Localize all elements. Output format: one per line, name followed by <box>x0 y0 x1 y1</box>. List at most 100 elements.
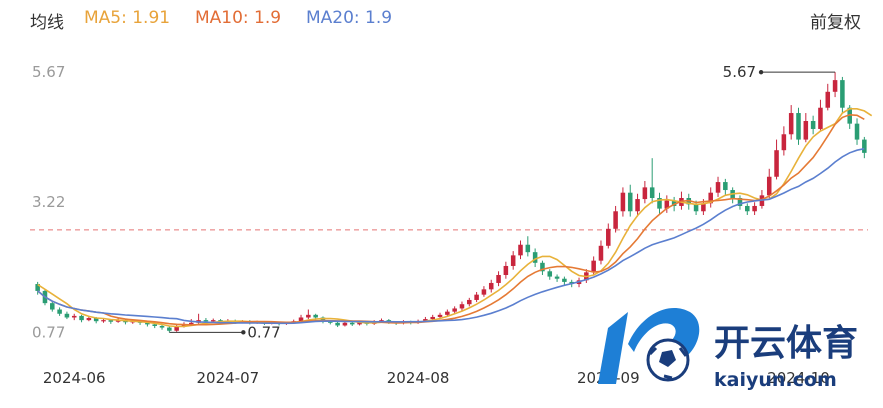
candle-body <box>510 255 516 266</box>
annotation-dot <box>241 330 246 335</box>
candle-body <box>715 182 721 193</box>
candle-body <box>525 244 531 253</box>
candle-body <box>840 80 845 108</box>
ma20-legend: MA20: 1.9 <box>306 8 393 28</box>
candle-body <box>145 322 150 325</box>
candle-body <box>642 187 648 200</box>
candle-body <box>598 245 604 261</box>
ma-title: 均线 <box>30 13 64 33</box>
watermark: 开云体育 kaiyun.com <box>598 307 858 391</box>
ma10-legend: MA10: 1.9 <box>195 8 282 28</box>
candle-body <box>108 320 114 322</box>
candle-body <box>496 275 501 283</box>
candle-body <box>532 252 538 263</box>
candle-body <box>708 192 713 204</box>
candle-body <box>35 284 40 291</box>
candle-body <box>71 315 77 318</box>
candle-body <box>503 265 509 275</box>
candle-body <box>57 309 62 314</box>
ma10-line <box>37 113 865 326</box>
candle-body <box>298 317 304 322</box>
candle-body <box>174 326 179 331</box>
candle-body <box>189 322 194 325</box>
candle-body <box>723 182 728 191</box>
y-axis-labels: 5.67 3.22 0.77 <box>32 63 65 341</box>
candle-body <box>210 320 216 322</box>
candle-body <box>167 327 172 331</box>
candle-body <box>606 228 611 246</box>
candle-body <box>796 113 801 140</box>
candle-body <box>93 318 99 322</box>
candle-body <box>540 262 545 272</box>
candle-body <box>774 150 779 177</box>
x-tick-label: 2024-07 <box>197 369 260 387</box>
candle-body <box>803 121 809 140</box>
candle-body <box>474 294 479 300</box>
candle-body <box>349 322 355 325</box>
candle-body <box>488 282 494 290</box>
candle-body <box>159 325 165 328</box>
candle-body <box>862 139 867 153</box>
candle-body <box>467 299 472 305</box>
x-tick-label: 2024-08 <box>387 369 450 387</box>
candle-body <box>423 319 428 322</box>
candle-body <box>671 200 677 206</box>
candle-body <box>79 315 84 321</box>
candle-body <box>657 198 662 209</box>
watermark-name-cn: 开云体育 <box>714 323 858 364</box>
candle-body <box>664 200 670 209</box>
candle-body <box>649 187 655 198</box>
candle-body <box>591 260 596 273</box>
candle-body <box>613 211 618 229</box>
ma20-line <box>37 147 865 325</box>
candle-body <box>342 322 348 326</box>
candle-body <box>320 317 326 322</box>
candle-body <box>181 324 187 327</box>
candle-body <box>445 311 450 315</box>
candle-body <box>328 321 333 323</box>
extreme-annotations: 5.67 0.77 <box>169 63 836 341</box>
candle-body <box>620 192 626 212</box>
kaiyun-logo-icon <box>598 307 700 384</box>
x-tick-label: 2024-06 <box>43 369 106 387</box>
candle-body <box>818 107 823 129</box>
candle-series <box>35 72 867 333</box>
candle-body <box>562 278 567 282</box>
candle-body <box>627 192 633 212</box>
candle-body <box>101 320 106 322</box>
candle-body <box>810 121 816 129</box>
candle-body <box>832 80 838 92</box>
candle-body <box>203 320 209 322</box>
candle-body <box>481 289 487 295</box>
annotation-dot <box>758 69 764 75</box>
candle-body <box>518 244 523 256</box>
candle-body <box>854 123 860 140</box>
candle-body <box>701 203 706 212</box>
y-tick-label: 0.77 <box>32 323 65 341</box>
watermark-name-en: kaiyun.com <box>714 369 837 391</box>
candle-body <box>788 113 794 135</box>
candle-body <box>86 318 92 321</box>
candle-body <box>459 304 465 309</box>
x-tick-label: 2024-10 <box>767 369 830 387</box>
candle-body <box>547 271 553 277</box>
y-tick-label: 3.22 <box>32 193 65 211</box>
candle-body <box>306 314 311 318</box>
adjust-mode-toggle[interactable]: 前复权 <box>810 13 861 33</box>
candle-body <box>313 314 318 318</box>
candle-body <box>554 276 560 279</box>
annotation-label: 0.77 <box>247 323 280 341</box>
candle-body <box>437 314 443 317</box>
candle-body <box>737 198 743 206</box>
chart-header: 均线 MA5: 1.91 MA10: 1.9 MA20: 1.9 前复权 <box>0 0 883 40</box>
candle-body <box>115 320 121 322</box>
candle-body <box>745 205 750 212</box>
candle-body <box>825 91 831 108</box>
ma5-line <box>37 108 873 328</box>
candle-body <box>847 107 852 124</box>
candle-body <box>335 322 340 326</box>
candle-body <box>752 205 757 212</box>
y-tick-label: 5.67 <box>32 63 65 81</box>
